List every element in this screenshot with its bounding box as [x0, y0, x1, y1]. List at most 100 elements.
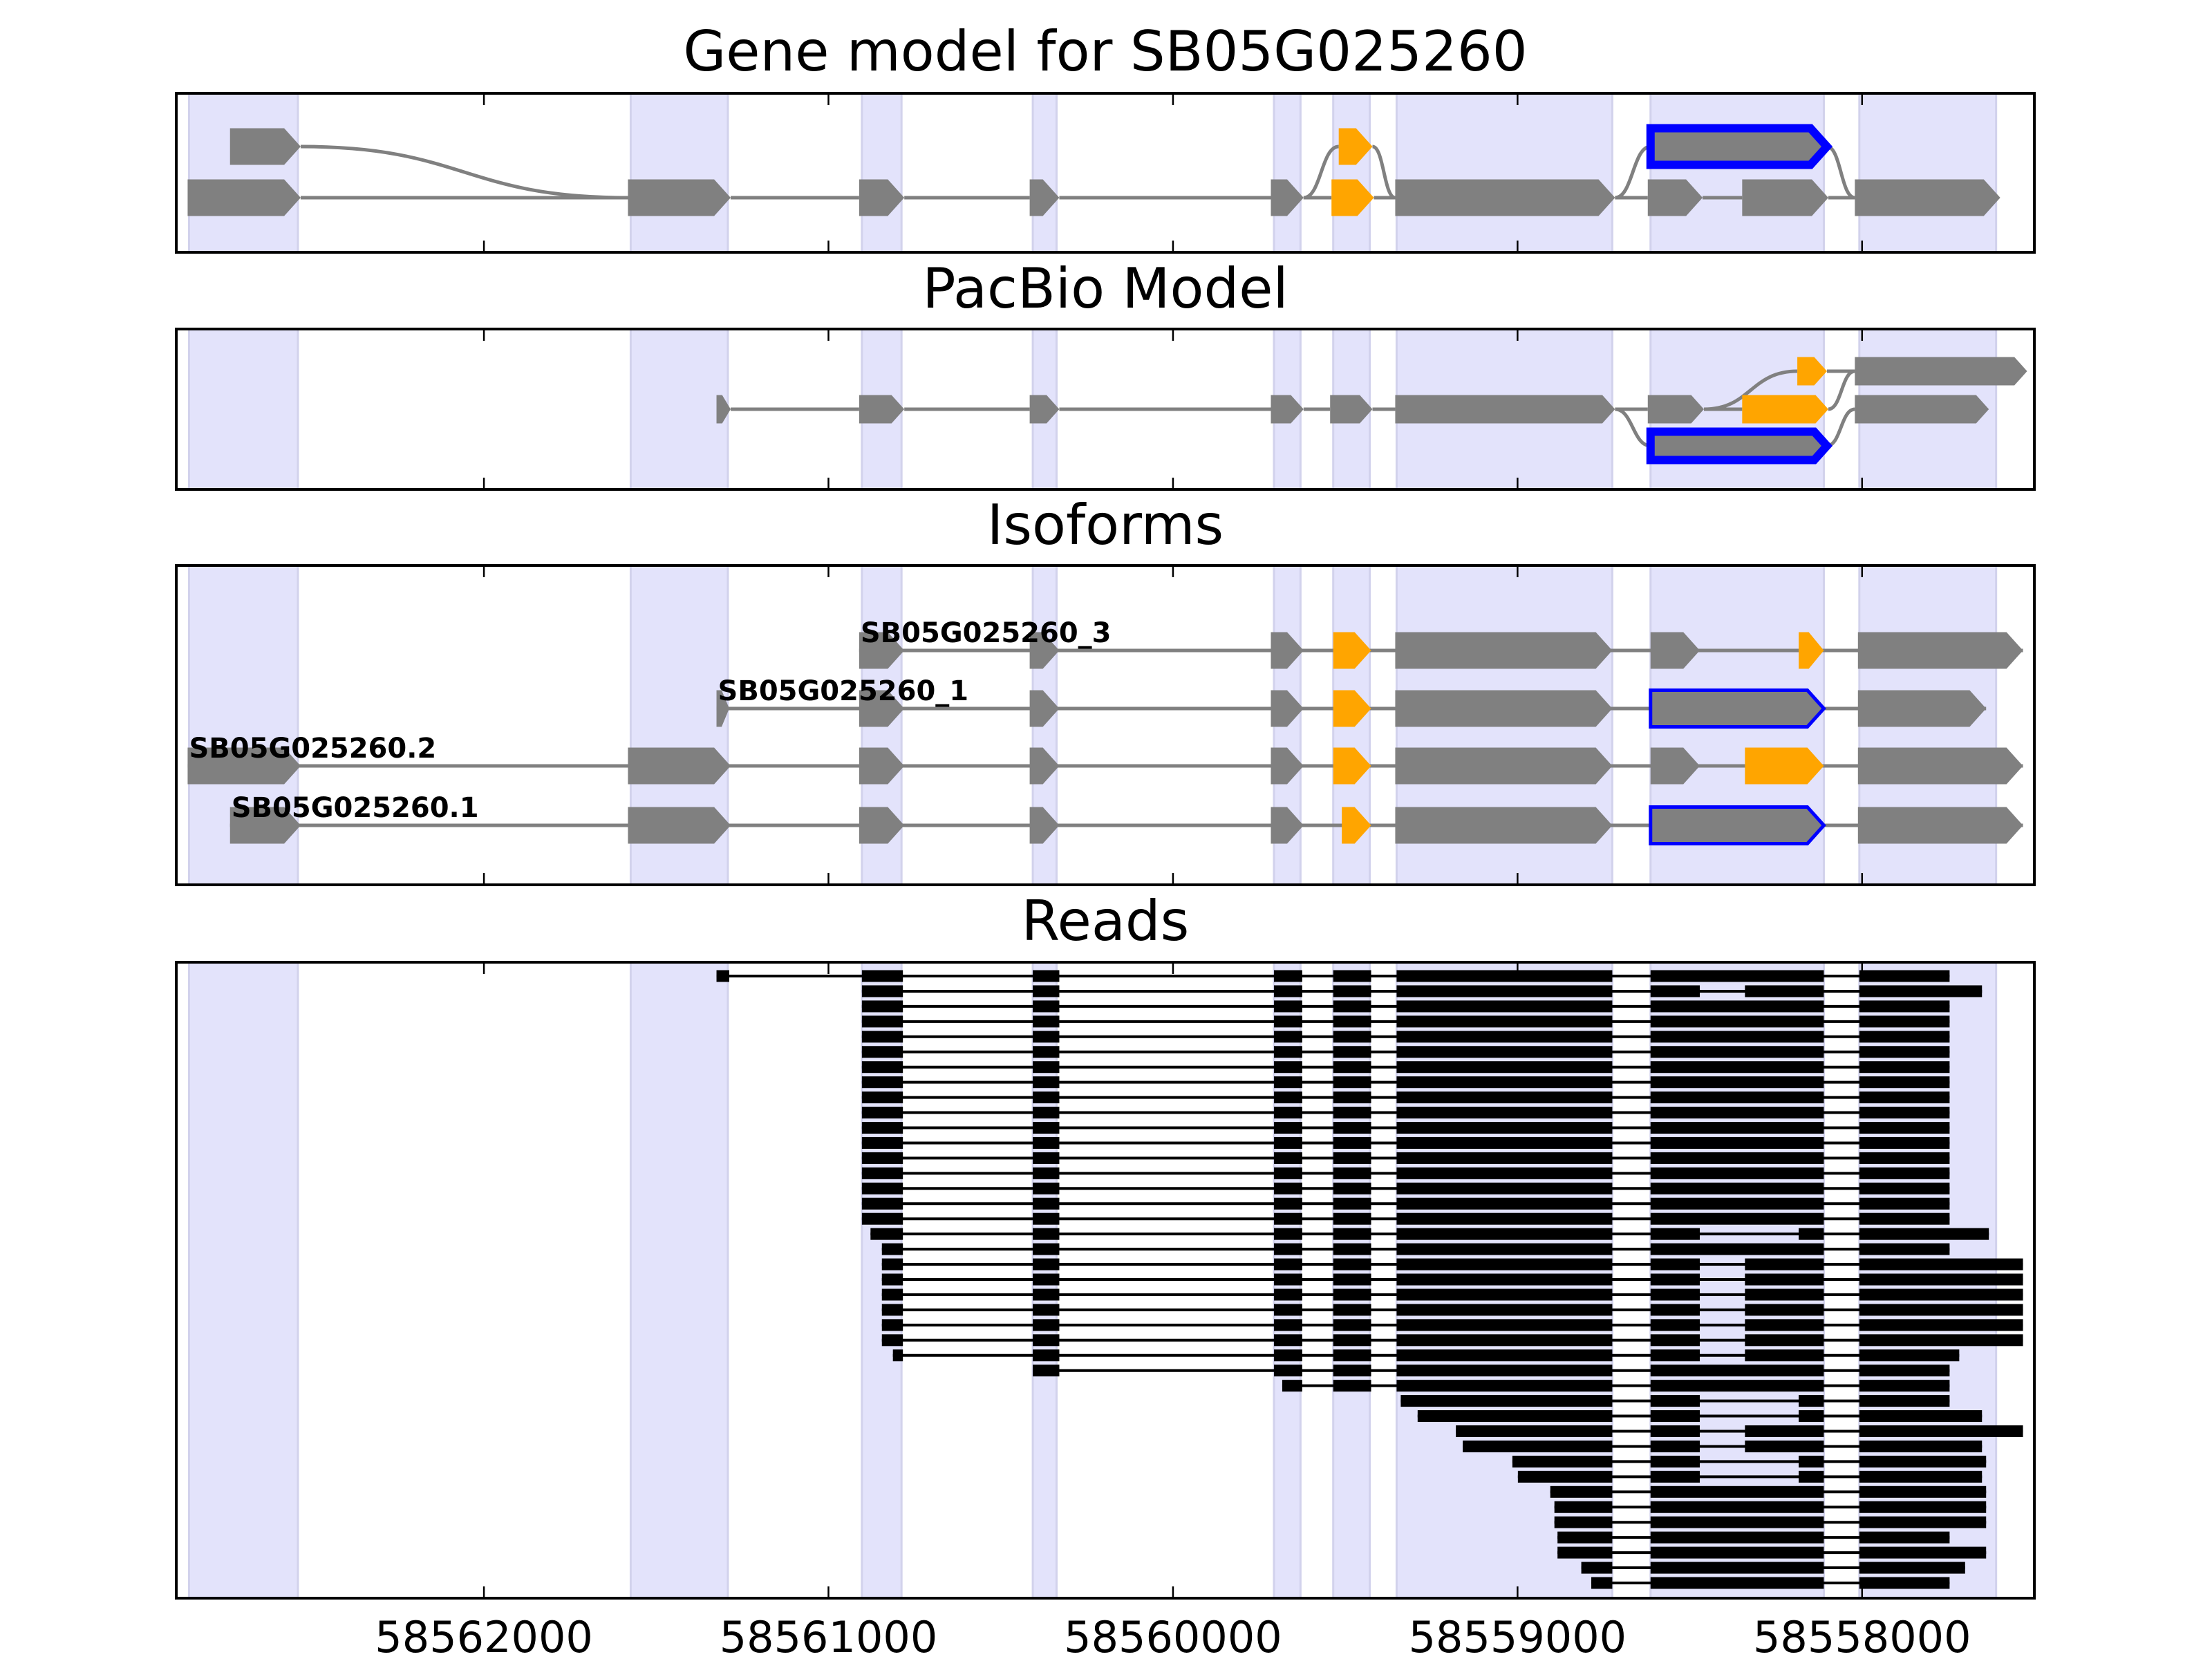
exon-constitutive: [1330, 395, 1373, 424]
exon-constitutive: [1855, 179, 2000, 216]
exon-alt: [1333, 632, 1371, 669]
gene-model-panel: [175, 92, 2036, 254]
read-block: [861, 1212, 903, 1225]
read-block: [1396, 970, 1613, 982]
exon-constitutive: [1029, 690, 1060, 727]
read-block: [1396, 1152, 1613, 1164]
read-block: [1033, 1015, 1060, 1028]
exon-constitutive: [1029, 395, 1060, 424]
intron-connector: [1826, 144, 1856, 200]
exon-constitutive: [1395, 690, 1613, 727]
intron-connector: [1615, 407, 1651, 448]
read-block: [1273, 1136, 1302, 1149]
read-block: [1273, 1349, 1302, 1362]
read-block: [1333, 1015, 1371, 1028]
read-block: [1417, 1410, 1613, 1423]
exon-constitutive: [187, 747, 301, 785]
read-block: [1396, 1212, 1613, 1225]
read-block: [1033, 1107, 1060, 1119]
exon-alt: [1742, 395, 1828, 424]
read-block: [1859, 1319, 2023, 1331]
read-block: [1273, 1152, 1302, 1164]
read-block: [881, 1258, 903, 1271]
panel-frame: [175, 564, 2036, 886]
read-block: [1859, 1152, 1950, 1164]
read-block: [1333, 1091, 1371, 1104]
panel-frame: [175, 328, 2036, 491]
read-block: [1333, 1380, 1371, 1392]
read-block: [1333, 1197, 1371, 1210]
read-block: [1591, 1577, 1613, 1589]
read-block: [1033, 1122, 1060, 1134]
read-block: [881, 1334, 903, 1347]
read-block: [1745, 1288, 1824, 1301]
read-block: [1859, 1061, 1950, 1074]
read-block: [1033, 1212, 1060, 1225]
read-block: [1512, 1455, 1613, 1468]
read-block: [1396, 1243, 1613, 1255]
read-block: [1859, 1182, 1950, 1194]
read-block: [1033, 1365, 1060, 1377]
read-block: [1650, 1182, 1824, 1194]
read-block: [1333, 1258, 1371, 1271]
read-block: [1859, 1288, 2023, 1301]
exon-region-shade: [629, 92, 729, 254]
read-block: [1799, 1395, 1824, 1407]
read-block: [861, 1182, 903, 1194]
read-block: [1859, 970, 1950, 982]
exon-region-shade: [187, 92, 299, 254]
read-block: [1859, 1546, 1987, 1559]
read-block: [1396, 985, 1613, 997]
read-block: [1650, 1470, 1700, 1483]
read-block: [1650, 1425, 1700, 1437]
read-block: [1333, 1228, 1371, 1240]
read-block: [1650, 1334, 1700, 1347]
panel-frame: [175, 92, 2036, 254]
exon-constitutive: [859, 179, 905, 216]
isoform-track: [187, 747, 2023, 785]
read-block: [1859, 1395, 1950, 1407]
read-block: [1396, 1122, 1613, 1134]
exon-constitutive: [229, 128, 301, 165]
read: [861, 1061, 1950, 1074]
read-block: [861, 1152, 903, 1164]
exon-constitutive: [859, 395, 905, 424]
isoforms-title: Isoforms: [987, 493, 1224, 557]
read-block: [1581, 1562, 1613, 1574]
read-block: [1273, 1288, 1302, 1301]
exon-region-shade: [1649, 92, 1825, 254]
read-block: [861, 1046, 903, 1058]
read-block: [1859, 1304, 2023, 1316]
read-block: [1033, 1273, 1060, 1286]
read-block: [1033, 1091, 1060, 1104]
read: [861, 1107, 1950, 1119]
read-block: [870, 1228, 903, 1240]
exon-constitutive: [1271, 632, 1304, 669]
read-block: [861, 1107, 903, 1119]
read-block: [1333, 1076, 1371, 1089]
x-tick-label: 58560000: [1064, 1612, 1282, 1659]
read-block: [1650, 1288, 1700, 1301]
read-block: [1333, 1031, 1371, 1043]
read: [1554, 1501, 1987, 1513]
read: [861, 1167, 1950, 1179]
read-block: [1033, 1152, 1060, 1164]
intron-connector: [1614, 144, 1651, 200]
read-block: [1033, 1304, 1060, 1316]
exon-region-shade: [629, 961, 729, 1600]
read-block: [1650, 1258, 1700, 1271]
read-block: [1859, 1122, 1950, 1134]
read-block: [1273, 1212, 1302, 1225]
read-block: [1859, 1562, 1965, 1574]
read-block: [1650, 1516, 1824, 1528]
read-block: [1650, 1243, 1824, 1255]
exon-constitutive: [859, 632, 905, 669]
read-block: [861, 970, 903, 982]
read-block: [1650, 1395, 1700, 1407]
exon-constitutive: [1857, 632, 2023, 669]
read-block: [1650, 1531, 1824, 1544]
read-block: [1650, 1122, 1824, 1134]
read-block: [1799, 1455, 1824, 1468]
read-block: [1859, 1273, 2023, 1286]
read-block: [1033, 1076, 1060, 1089]
